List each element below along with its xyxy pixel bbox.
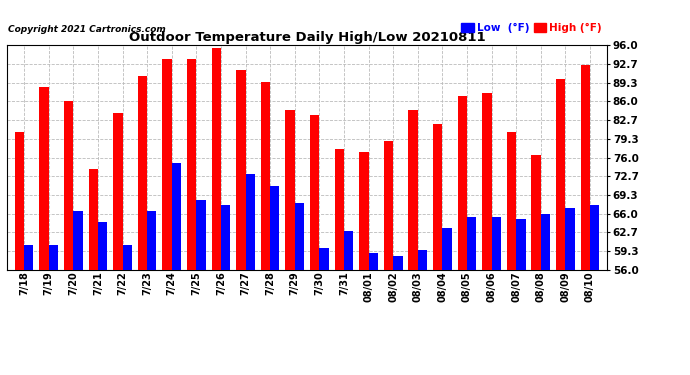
Bar <box>467 217 476 375</box>
Bar <box>270 186 279 375</box>
Bar <box>221 206 230 375</box>
Bar <box>482 93 491 375</box>
Bar <box>246 174 255 375</box>
Bar <box>39 87 49 375</box>
Bar <box>368 253 378 375</box>
Bar <box>236 70 246 375</box>
Bar <box>565 208 575 375</box>
Bar <box>212 48 221 375</box>
Bar <box>344 231 353 375</box>
Bar <box>590 206 600 375</box>
Bar <box>507 132 516 375</box>
Bar <box>197 200 206 375</box>
Bar <box>123 245 132 375</box>
Bar <box>541 214 550 375</box>
Bar <box>147 211 157 375</box>
Bar <box>531 155 541 375</box>
Bar <box>14 132 24 375</box>
Bar <box>580 65 590 375</box>
Bar <box>187 59 197 375</box>
Bar <box>491 217 501 375</box>
Bar <box>359 152 368 375</box>
Bar <box>286 110 295 375</box>
Title: Outdoor Temperature Daily High/Low 20210811: Outdoor Temperature Daily High/Low 20210… <box>129 31 485 44</box>
Bar <box>516 219 526 375</box>
Bar <box>433 124 442 375</box>
Bar <box>261 82 270 375</box>
Text: Copyright 2021 Cartronics.com: Copyright 2021 Cartronics.com <box>8 25 166 34</box>
Bar <box>172 163 181 375</box>
Bar <box>295 202 304 375</box>
Bar <box>393 256 402 375</box>
Bar <box>457 96 467 375</box>
Bar <box>64 101 73 375</box>
Bar <box>556 79 565 375</box>
Bar <box>310 116 319 375</box>
Bar <box>442 228 452 375</box>
Bar <box>98 222 107 375</box>
Bar <box>49 245 58 375</box>
Legend: Low  (°F), High (°F): Low (°F), High (°F) <box>462 23 602 33</box>
Bar <box>417 251 427 375</box>
Bar <box>319 248 328 375</box>
Bar <box>113 112 123 375</box>
Bar <box>384 141 393 375</box>
Bar <box>335 149 344 375</box>
Bar <box>138 76 147 375</box>
Bar <box>24 245 34 375</box>
Bar <box>162 59 172 375</box>
Bar <box>73 211 83 375</box>
Bar <box>88 169 98 375</box>
Bar <box>408 110 417 375</box>
